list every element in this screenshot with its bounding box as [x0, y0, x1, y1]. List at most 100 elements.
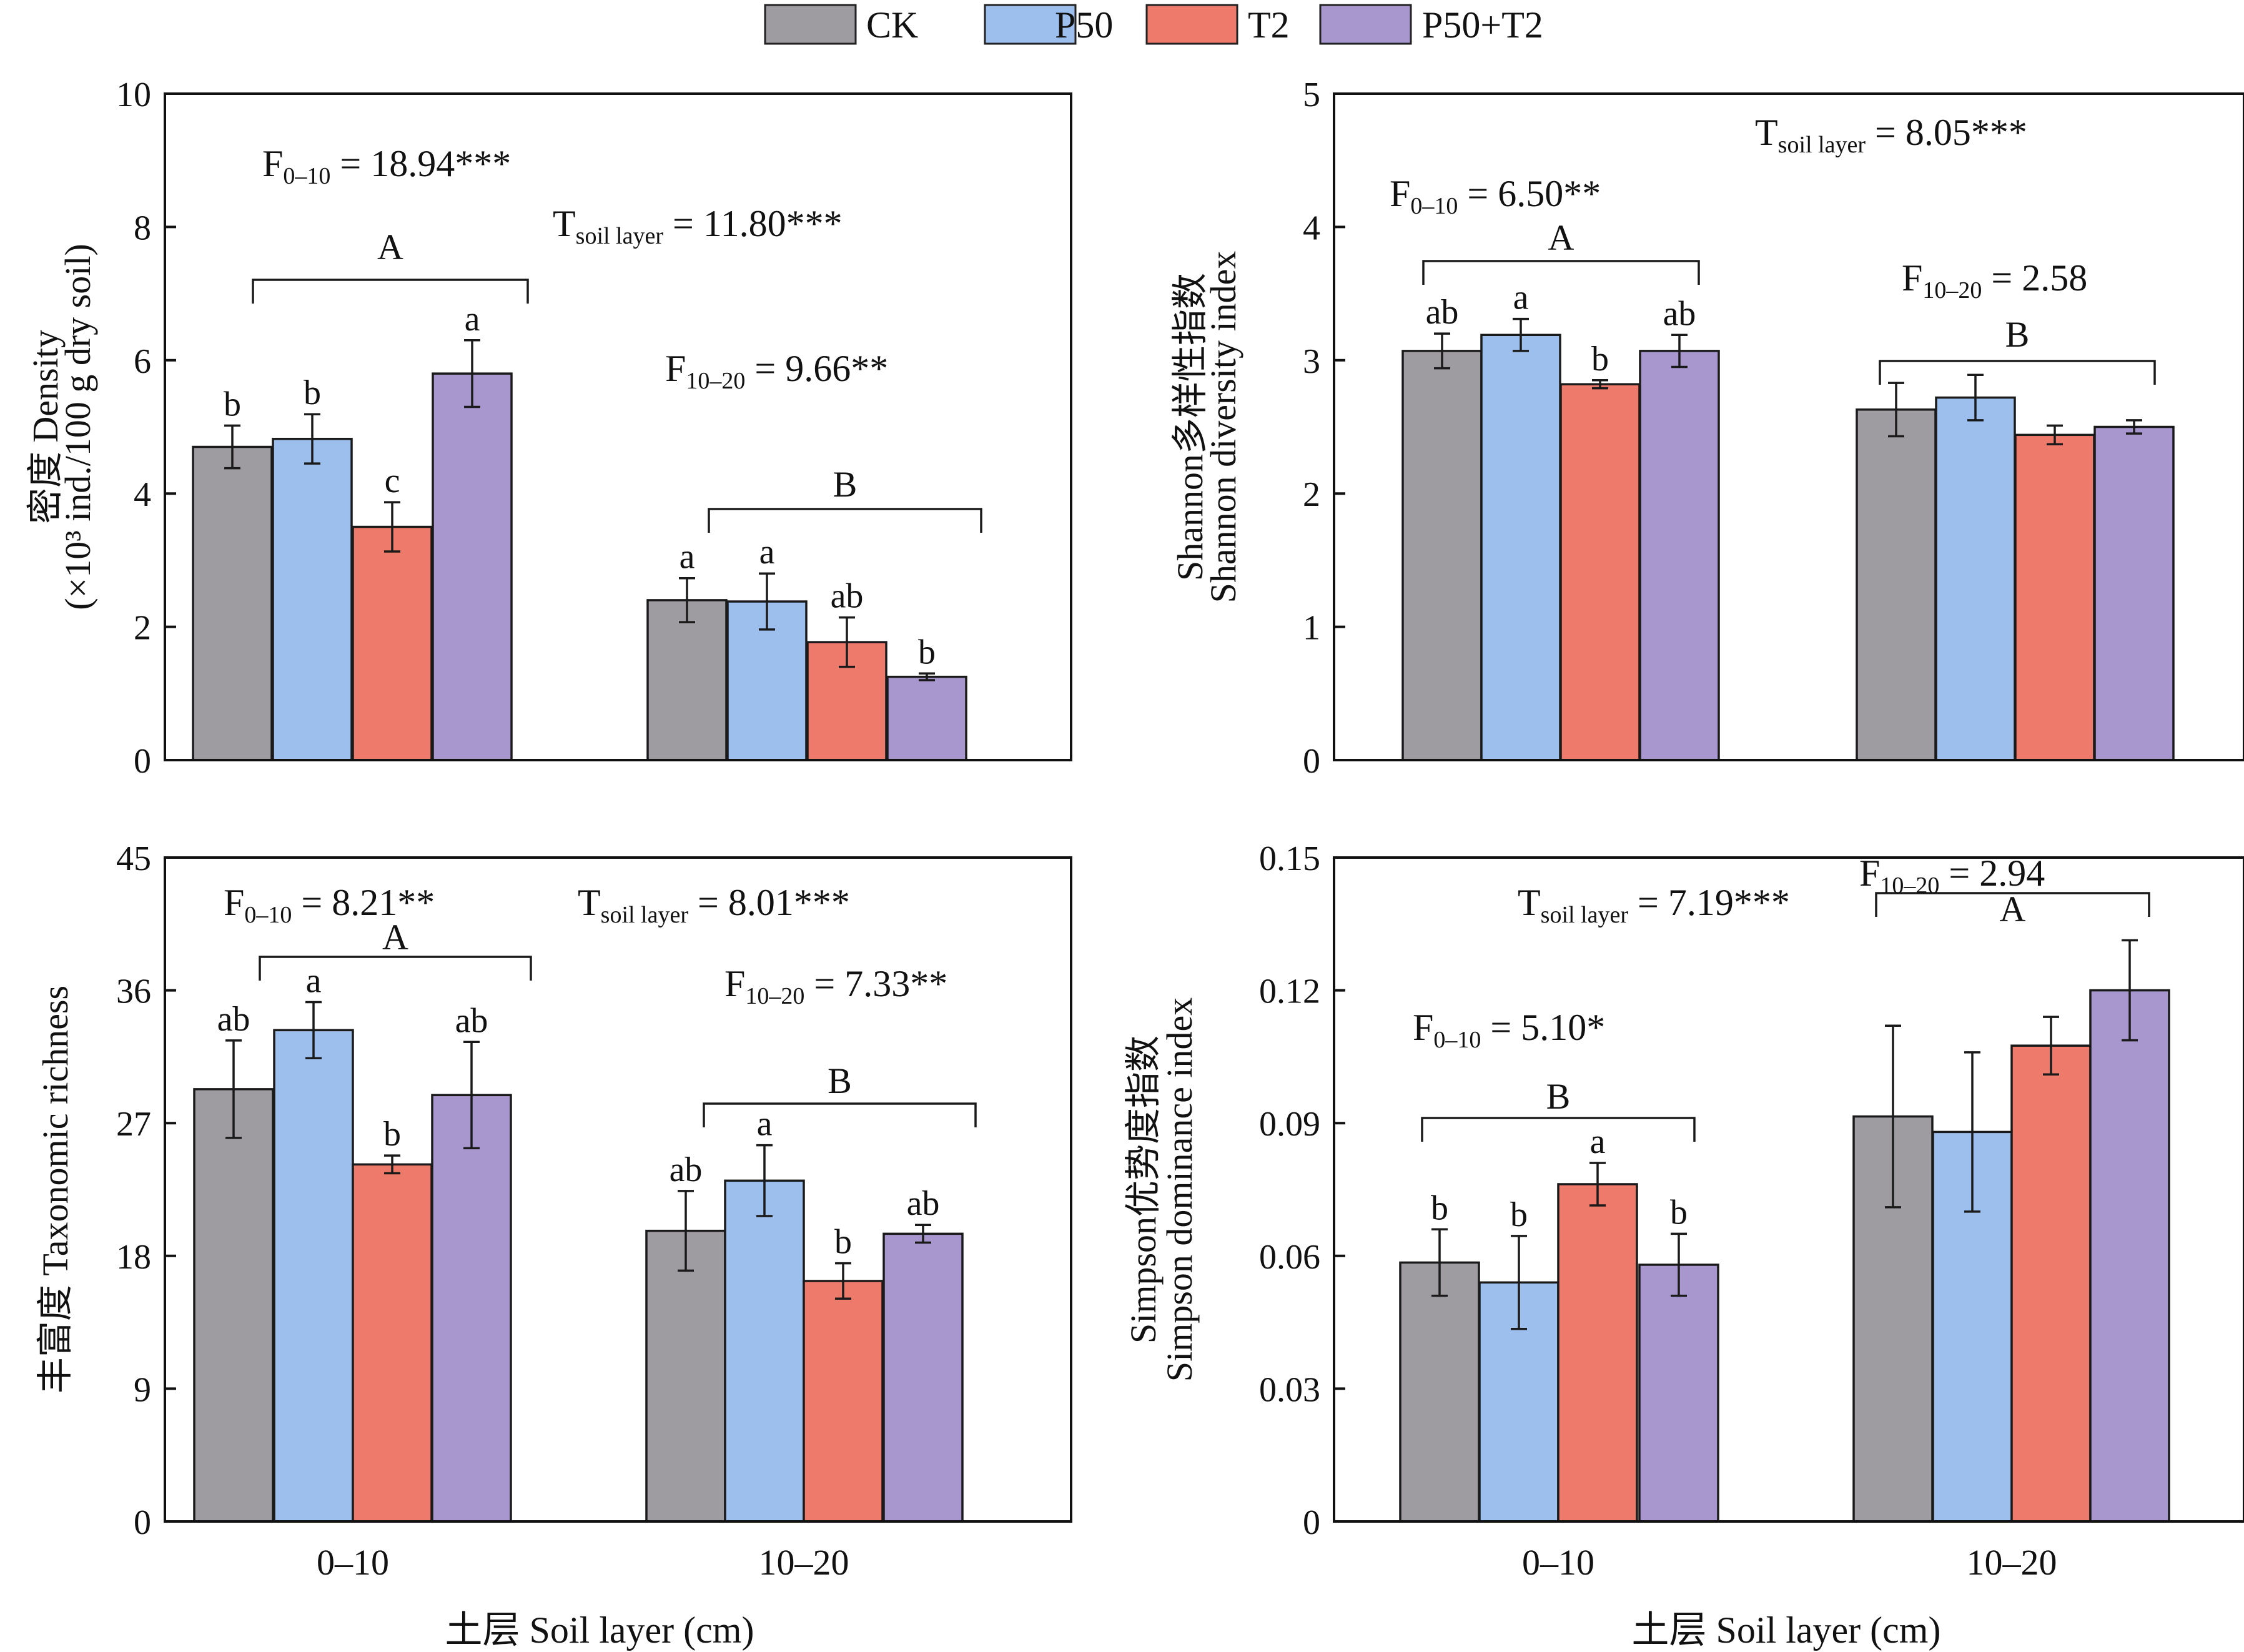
- group-bracket-0: [252, 279, 529, 304]
- bar-T2-0: [352, 1163, 433, 1523]
- y-axis-label-line1: Simpson优势度指数: [1123, 1036, 1164, 1343]
- stat-annotation-f2: F10–20 = 2.94: [1859, 853, 2045, 899]
- significance-letter-T2-0: a: [1590, 1122, 1606, 1161]
- significance-letter-P50-0: b: [304, 373, 321, 412]
- stat-annotation-f2: F10–20 = 2.58: [1902, 257, 2087, 304]
- significance-letter-P50+T2-0: a: [465, 300, 480, 339]
- x-tick-label-1: 10–20: [759, 1542, 849, 1583]
- bar-CK-0: [1399, 1261, 1480, 1523]
- y-tick-label-4: 4: [1303, 209, 1320, 247]
- bar-CK-1: [646, 599, 728, 761]
- bar-P50-0: [273, 1029, 354, 1523]
- stat-annotation-f1: F0–10 = 5.10*: [1413, 1007, 1605, 1053]
- y-tick-label-5: 0.15: [1259, 839, 1320, 878]
- y-axis-label-line1: 丰富度 Taxonomic richness: [35, 986, 76, 1393]
- significance-letter-T2-1: ab: [831, 577, 864, 616]
- y-tick-label-2: 4: [134, 475, 151, 514]
- y-axis-label-line2: Shannon diversity index: [1203, 251, 1243, 603]
- bar-P50-1: [1935, 396, 2016, 761]
- y-tick-label-3: 6: [134, 342, 151, 381]
- legend-swatch-2: [1145, 4, 1238, 45]
- bar-P50+T2-1: [2093, 425, 2175, 761]
- plot-frame: [1333, 856, 2244, 1523]
- stat-annotation-f2: F10–20 = 9.66**: [665, 348, 888, 394]
- bar-T2-0: [1559, 383, 1641, 761]
- y-tick-label-1: 0.03: [1259, 1370, 1320, 1409]
- group-bracket-0: [259, 956, 532, 981]
- bar-T2-0: [352, 525, 433, 761]
- significance-letter-P50-0: a: [306, 961, 322, 1000]
- significance-letter-T2-0: c: [385, 462, 400, 500]
- bar-CK-1: [1856, 408, 1937, 761]
- group-letter-1: B: [833, 464, 858, 505]
- y-tick-label-0: 0: [134, 1503, 151, 1542]
- significance-letter-P50-0: b: [1510, 1195, 1528, 1234]
- legend-swatch-0: [764, 4, 857, 45]
- significance-letter-CK-1: a: [680, 538, 695, 576]
- y-tick-label-1: 2: [134, 609, 151, 648]
- significance-letter-CK-0: b: [224, 385, 241, 423]
- significance-letter-P50+T2-1: b: [918, 633, 936, 671]
- bar-CK-0: [193, 1088, 274, 1523]
- y-tick-label-1: 1: [1303, 609, 1320, 648]
- significance-letter-T2-0: b: [383, 1115, 401, 1154]
- group-letter-0: A: [377, 227, 403, 267]
- group-bracket-0: [1422, 260, 1700, 285]
- stat-annotation-t: Tsoil layer = 11.80***: [553, 203, 843, 249]
- significance-letter-T2-0: b: [1591, 340, 1609, 378]
- significance-letter-P50+T2-0: b: [1670, 1193, 1688, 1232]
- bar-T2-1: [2010, 1044, 2092, 1523]
- bar-P50+T2-0: [431, 1094, 512, 1523]
- stat-annotation-t: Tsoil layer = 8.01***: [578, 882, 850, 928]
- y-tick-label-2: 2: [1303, 475, 1320, 514]
- y-tick-label-4: 8: [134, 209, 151, 247]
- group-letter-0: A: [382, 917, 408, 957]
- bar-P50+T2-0: [1639, 350, 1720, 761]
- bar-T2-1: [803, 1280, 884, 1523]
- y-tick-label-3: 27: [116, 1105, 151, 1144]
- y-tick-label-4: 0.12: [1259, 972, 1320, 1011]
- plot-frame: [164, 856, 1072, 1523]
- group-bracket-0: [1421, 1117, 1696, 1142]
- y-tick-label-1: 9: [134, 1370, 151, 1409]
- group-bracket-1: [708, 508, 982, 533]
- legend-label-3: P50+T2: [1422, 4, 1543, 46]
- bar-P50+T2-1: [882, 1232, 964, 1523]
- bar-P50+T2-1: [2089, 989, 2170, 1523]
- group-bracket-1: [703, 1102, 977, 1127]
- y-tick-label-2: 18: [116, 1238, 151, 1277]
- x-tick-label-0: 0–10: [1522, 1542, 1594, 1583]
- significance-letter-CK-1: ab: [670, 1150, 703, 1189]
- bar-T2-0: [1557, 1183, 1638, 1523]
- y-tick-label-0: 0: [1303, 742, 1320, 781]
- group-letter-0: A: [1548, 217, 1574, 258]
- significance-letter-P50+T2-0: ab: [1663, 294, 1696, 333]
- legend-swatch-1: [984, 4, 1077, 45]
- stat-annotation-t: Tsoil layer = 8.05***: [1755, 112, 2027, 158]
- group-letter-1: A: [2000, 889, 2026, 929]
- x-axis-label-left: 土层 Soil layer (cm): [445, 1610, 754, 1651]
- bar-P50+T2-1: [886, 675, 967, 761]
- y-axis-label-line1: Shannon多样性指数: [1170, 273, 1210, 581]
- bar-CK-0: [192, 445, 273, 761]
- group-bracket-1: [1875, 892, 2150, 917]
- stat-annotation-f2: F10–20 = 7.33**: [724, 963, 947, 1009]
- bar-P50+T2-0: [432, 372, 513, 761]
- bar-P50-0: [272, 437, 353, 761]
- significance-letter-P50+T2-0: ab: [455, 1001, 488, 1040]
- bar-P50-0: [1480, 334, 1561, 761]
- bar-P50+T2-0: [1638, 1264, 1719, 1523]
- significance-letter-P50-1: a: [757, 1105, 773, 1144]
- plot-frame: [164, 92, 1072, 761]
- y-tick-label-4: 36: [116, 972, 151, 1011]
- legend-label-1: P50: [1055, 4, 1113, 46]
- y-tick-label-0: 0: [1303, 1503, 1320, 1542]
- stat-annotation-t: Tsoil layer = 7.19***: [1518, 882, 1790, 928]
- bar-T2-1: [2014, 433, 2095, 761]
- y-axis-label-line2: Simpson dominance index: [1159, 997, 1200, 1382]
- y-tick-label-2: 0.06: [1259, 1238, 1320, 1277]
- legend-label-0: CK: [866, 4, 918, 46]
